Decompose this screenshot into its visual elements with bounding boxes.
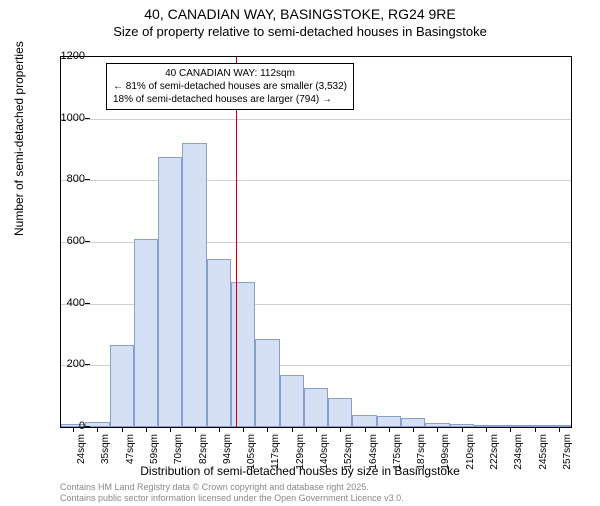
- x-tick-mark: [365, 427, 366, 432]
- histogram-bar: [134, 239, 158, 427]
- x-tick-mark: [292, 427, 293, 432]
- x-tick-label: 70sqm: [173, 434, 184, 464]
- x-tick-label: 117sqm: [270, 434, 281, 469]
- y-tick-label: 800: [45, 173, 85, 185]
- grid-line: [61, 180, 571, 181]
- x-tick-mark: [510, 427, 511, 432]
- x-tick-mark: [195, 427, 196, 432]
- x-tick-mark: [97, 427, 98, 432]
- chart-container: 40, CANADIAN WAY, BASINGSTOKE, RG24 9RE …: [0, 6, 600, 506]
- x-tick-mark: [267, 427, 268, 432]
- histogram-bar: [377, 416, 401, 427]
- annotation-line: 18% of semi-detached houses are larger (…: [113, 93, 347, 106]
- histogram-bar: [401, 418, 425, 427]
- x-tick-mark: [413, 427, 414, 432]
- chart-subtitle: Size of property relative to semi-detach…: [0, 24, 600, 39]
- histogram-bar: [110, 345, 134, 427]
- x-tick-label: 210sqm: [465, 434, 476, 470]
- y-tick-label: 1200: [45, 50, 85, 62]
- histogram-bar: [280, 375, 304, 427]
- x-tick-mark: [170, 427, 171, 432]
- y-tick-label: 1000: [45, 112, 85, 124]
- histogram-bar: [304, 388, 328, 427]
- x-tick-label: 234sqm: [513, 434, 524, 470]
- x-tick-label: 82sqm: [198, 434, 209, 464]
- x-tick-label: 140sqm: [319, 434, 330, 470]
- plot-area: 40 CANADIAN WAY: 112sqm← 81% of semi-det…: [60, 56, 572, 428]
- x-tick-mark: [389, 427, 390, 432]
- histogram-bar: [158, 157, 182, 427]
- annotation-box: 40 CANADIAN WAY: 112sqm← 81% of semi-det…: [106, 63, 354, 110]
- y-tick-label: 200: [45, 358, 85, 370]
- x-tick-mark: [340, 427, 341, 432]
- x-tick-label: 257sqm: [562, 434, 573, 470]
- x-tick-label: 94sqm: [222, 434, 233, 464]
- x-tick-mark: [486, 427, 487, 432]
- x-tick-label: 222sqm: [489, 434, 500, 470]
- histogram-bar: [207, 259, 231, 427]
- x-tick-label: 105sqm: [246, 434, 257, 470]
- x-tick-label: 199sqm: [440, 434, 451, 470]
- histogram-bar: [352, 415, 376, 427]
- y-tick-label: 600: [45, 235, 85, 247]
- annotation-line: 40 CANADIAN WAY: 112sqm: [113, 67, 347, 80]
- reference-line: [236, 57, 237, 427]
- x-tick-mark: [243, 427, 244, 432]
- x-tick-label: 59sqm: [149, 434, 160, 464]
- attribution-footer: Contains HM Land Registry data © Crown c…: [60, 482, 404, 504]
- x-tick-label: 175sqm: [392, 434, 403, 470]
- x-tick-mark: [535, 427, 536, 432]
- x-tick-label: 245sqm: [538, 434, 549, 470]
- histogram-bar: [328, 398, 352, 427]
- x-tick-label: 129sqm: [295, 434, 306, 470]
- footer-line-2: Contains public sector information licen…: [60, 493, 404, 504]
- x-tick-mark: [146, 427, 147, 432]
- x-tick-label: 35sqm: [100, 434, 111, 464]
- x-tick-label: 152sqm: [343, 434, 354, 470]
- grid-line: [61, 119, 571, 120]
- x-tick-mark: [559, 427, 560, 432]
- x-tick-mark: [219, 427, 220, 432]
- x-tick-label: 24sqm: [76, 434, 87, 464]
- y-tick-label: 400: [45, 297, 85, 309]
- x-tick-mark: [462, 427, 463, 432]
- x-tick-mark: [437, 427, 438, 432]
- y-axis-label: Number of semi-detached properties: [12, 41, 26, 236]
- x-tick-mark: [122, 427, 123, 432]
- x-tick-label: 187sqm: [416, 434, 427, 470]
- footer-line-1: Contains HM Land Registry data © Crown c…: [60, 482, 404, 493]
- x-tick-label: 47sqm: [125, 434, 136, 464]
- annotation-line: ← 81% of semi-detached houses are smalle…: [113, 80, 347, 93]
- x-tick-mark: [316, 427, 317, 432]
- y-tick-label: 0: [45, 420, 85, 432]
- chart-title: 40, CANADIAN WAY, BASINGSTOKE, RG24 9RE: [0, 6, 600, 22]
- histogram-bar: [182, 143, 206, 427]
- histogram-bar: [231, 282, 255, 427]
- histogram-bar: [255, 339, 279, 427]
- x-tick-label: 164sqm: [368, 434, 379, 470]
